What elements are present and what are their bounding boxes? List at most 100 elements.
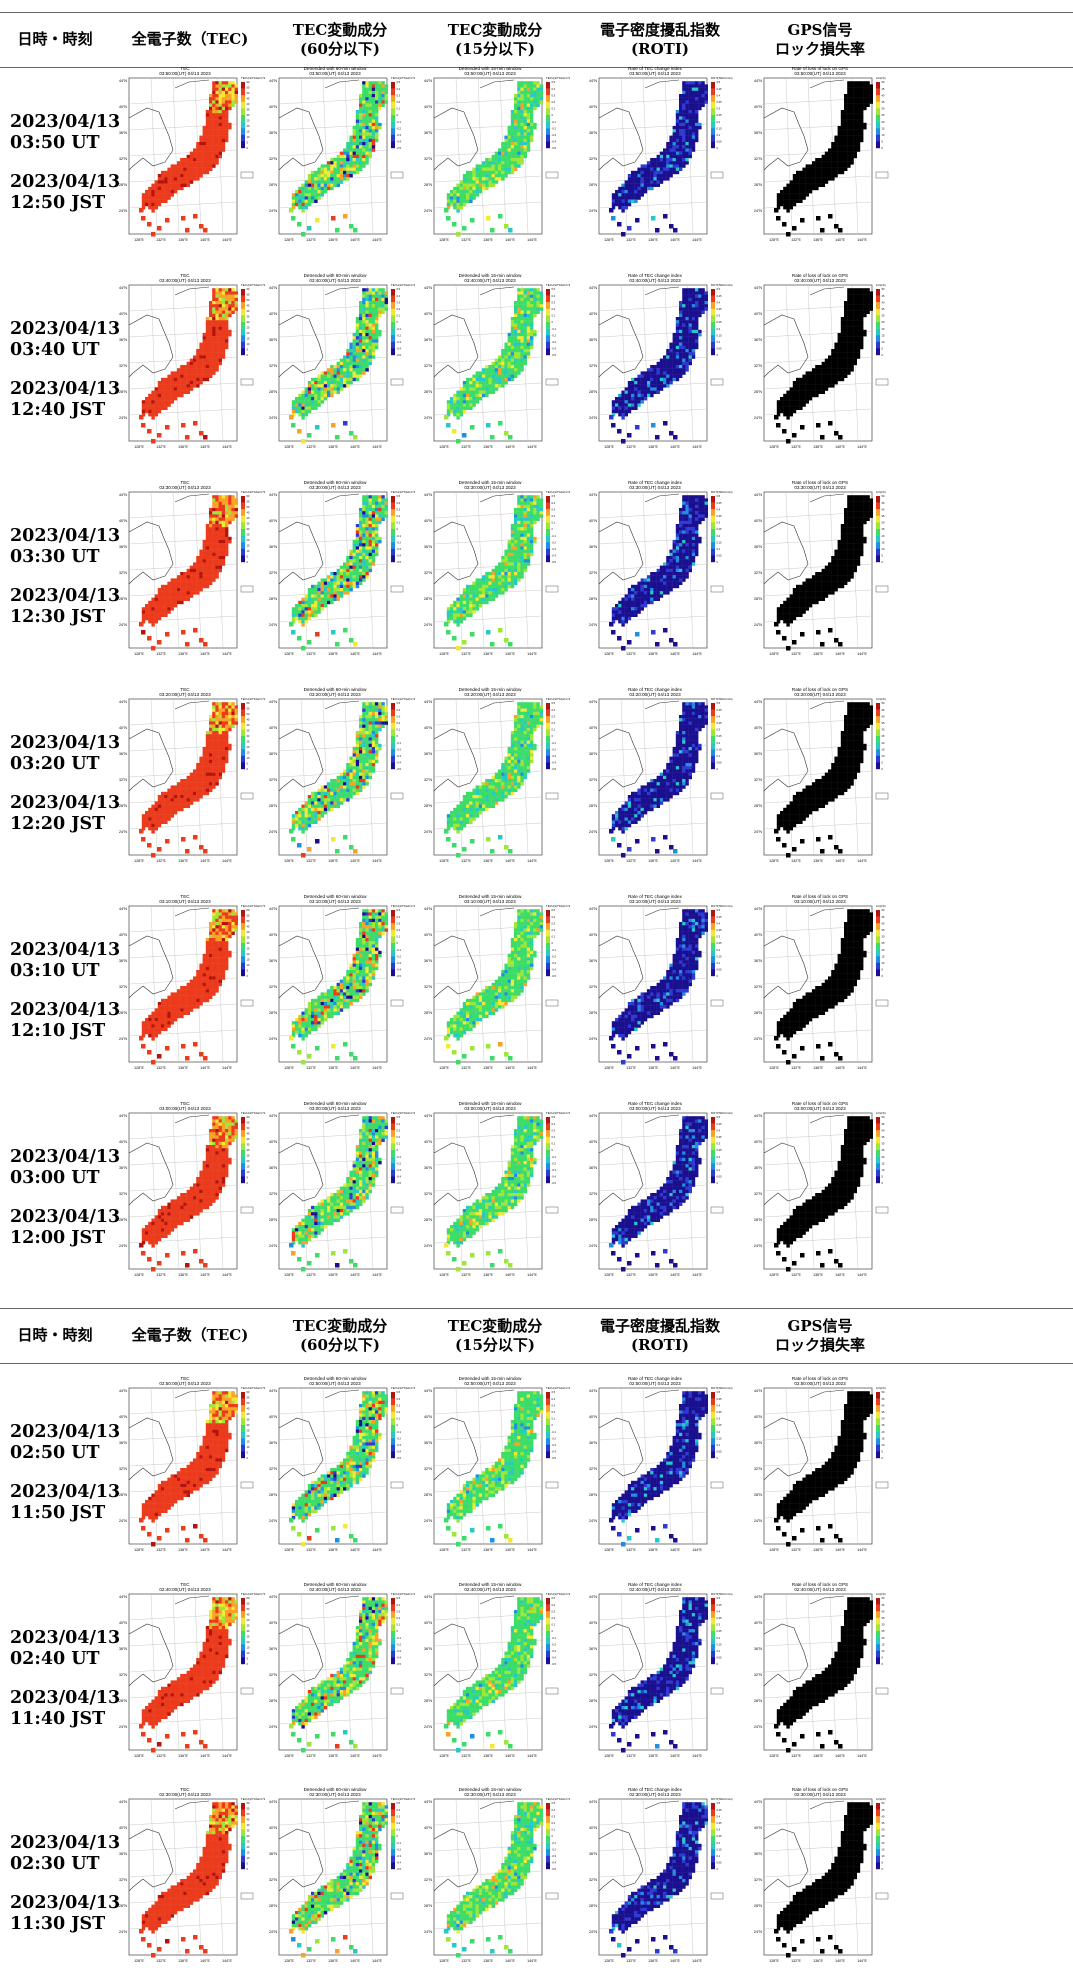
colorbar-tick: 0.15	[717, 747, 723, 751]
lat-label: 28°N	[424, 183, 432, 187]
lon-label: 144°E	[692, 445, 702, 449]
lat-label: 40°N	[424, 519, 432, 523]
colorbar-tick: 0.3	[397, 921, 401, 925]
colorbar-tick: 10	[882, 1443, 885, 1447]
colorbar-tick: 0	[397, 1834, 399, 1838]
colorbar-tick: 0.3	[717, 728, 721, 732]
colorbar-tick: -0.1	[552, 1841, 557, 1845]
colorbar-tick: -0.1	[397, 1430, 402, 1434]
lon-label: 144°E	[222, 1959, 232, 1963]
colorbar-tick: 45	[882, 294, 885, 298]
lat-label: 28°N	[269, 1493, 277, 1497]
colorbar-tick: 0	[882, 560, 884, 564]
colorbar-tick: 0.45	[717, 1808, 723, 1812]
lon-label: 136°E	[483, 1754, 493, 1758]
colorbar-tick: 35	[882, 514, 885, 518]
scale-legend-box	[876, 1207, 888, 1213]
scale-legend-box	[241, 379, 253, 385]
colorbar-tick: 0	[717, 1867, 719, 1871]
colorbar-tick: 0	[717, 146, 719, 150]
lon-label: 132°E	[461, 1959, 471, 1963]
colorbar-tick: 45	[247, 1132, 250, 1136]
colorbar-tick: 30	[882, 935, 885, 939]
scale-legend-box	[241, 1207, 253, 1213]
colorbar-tick: 10	[882, 340, 885, 344]
lon-label: 132°E	[626, 1959, 636, 1963]
lat-label: 24°N	[119, 1244, 127, 1248]
colorbar-tick: 0.4	[397, 1603, 401, 1607]
colorbar-tick: 0.05	[717, 761, 723, 765]
colorbar-tick: 0.2	[397, 514, 401, 518]
colorbar-tick: 0.4	[397, 1122, 401, 1126]
lon-label: 144°E	[222, 445, 232, 449]
colorbar-tick: 20	[882, 327, 885, 331]
colorbar-tick: 50	[247, 298, 250, 302]
colorbar-tick: 25	[882, 1423, 885, 1427]
colorbar-tick: 5	[882, 1450, 884, 1454]
scale-legend-box	[546, 793, 558, 799]
lon-label: 140°E	[505, 1548, 515, 1552]
lon-label: 128°E	[769, 1754, 779, 1758]
colorbar-tick: 55	[247, 707, 250, 711]
lon-label: 132°E	[626, 652, 636, 656]
jst-date: 2023/04/13	[10, 586, 120, 607]
panel-timestamp: 02:50:00(UT) 04/13 2023	[464, 1381, 516, 1386]
colorbar-unit: ROTI(TECU/min)	[711, 490, 733, 494]
utc-date: 2023/04/13	[10, 319, 120, 340]
colorbar-tick: 0.3	[717, 314, 721, 318]
header-line1: 全電子数（TEC)	[132, 1326, 249, 1345]
utc-time: 03:40 UT	[10, 340, 120, 361]
lol-map: Rate of loss of lock on GPS02:50:00(UT) …	[750, 1374, 900, 1564]
colorbar-tick: 0.1	[552, 521, 556, 525]
lon-label: 136°E	[813, 1754, 823, 1758]
colorbar-tick: 50	[882, 1801, 885, 1805]
colorbar-tick: 0	[397, 941, 399, 945]
panel-timestamp: 03:20:00(UT) 04/13 2023	[309, 692, 361, 697]
colorbar-tick: -0.2	[552, 1847, 557, 1851]
lon-label: 132°E	[306, 1066, 316, 1070]
lon-label: 132°E	[791, 1548, 801, 1552]
lat-label: 28°N	[119, 597, 127, 601]
colorbar-unit: TECU(10^16el/m^2)	[241, 1592, 265, 1596]
colorbar-tick: 0.3	[717, 1417, 721, 1421]
colorbar-unit: TECU(10^16el/m^2)	[546, 76, 570, 80]
jst-time: 12:10 JST	[10, 1021, 120, 1042]
lat-label: 28°N	[589, 1904, 597, 1908]
colorbar-tick: -0.1	[397, 120, 402, 124]
lat-label: 28°N	[424, 1904, 432, 1908]
colorbar-tick: -0.1	[552, 948, 557, 952]
colorbar-tick: 35	[882, 1616, 885, 1620]
lon-label: 132°E	[461, 1548, 471, 1552]
jst-time: 11:50 JST	[10, 1503, 120, 1524]
colorbar-tick: 0.5	[552, 1801, 556, 1805]
lat-label: 40°N	[119, 1826, 127, 1830]
colorbar-tick: -0.2	[397, 1642, 402, 1646]
colorbar-tick: 0.45	[717, 294, 723, 298]
lat-label: 36°N	[754, 1852, 762, 1856]
colorbar-tick: 0	[552, 734, 554, 738]
colorbar-tick: 0	[717, 974, 719, 978]
lat-label: 36°N	[754, 545, 762, 549]
panel-timestamp: 03:00:00(UT) 04/13 2023	[464, 1106, 516, 1111]
colorbar-tick: 20	[247, 1434, 250, 1438]
lon-label: 136°E	[813, 1959, 823, 1963]
colorbar-tick: 20	[247, 745, 250, 749]
colorbar-tick: 0.5	[397, 701, 401, 705]
dtec60-map: Detrended with 60-min window03:20:00(UT)…	[265, 685, 415, 875]
colorbar-tick: 0.4	[717, 1609, 721, 1613]
panel-timestamp: 02:30:00(UT) 04/13 2023	[629, 1792, 681, 1797]
lat-label: 24°N	[754, 830, 762, 834]
colorbar-tick: 0.1	[397, 1623, 401, 1627]
colorbar-tick: 0.1	[397, 935, 401, 939]
lon-label: 136°E	[648, 1066, 658, 1070]
colorbar-tick: 0	[552, 320, 554, 324]
